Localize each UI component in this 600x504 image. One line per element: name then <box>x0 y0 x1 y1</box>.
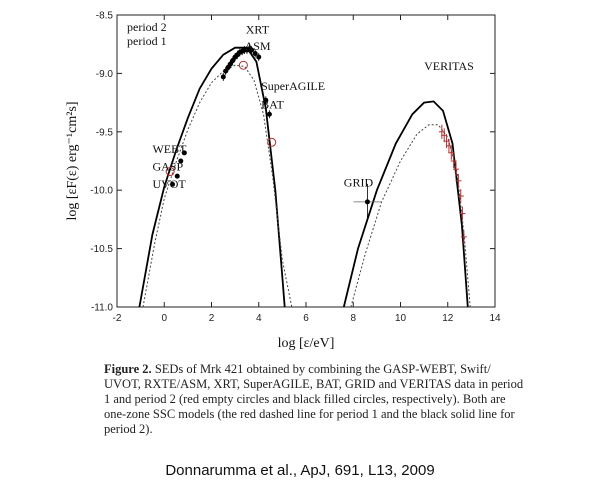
data-point <box>252 51 258 57</box>
annotation-label: VERITAS <box>424 59 474 73</box>
y-tick-label: -9.0 <box>96 69 114 80</box>
x-tick-label: 6 <box>303 313 309 324</box>
y-tick-label: -8.5 <box>96 11 114 22</box>
data-point <box>178 158 184 164</box>
data-point <box>263 97 269 103</box>
data-point <box>227 61 233 67</box>
data-point <box>170 181 176 187</box>
data-point <box>223 68 229 74</box>
y-tick-label: -9.5 <box>96 127 114 138</box>
data-point <box>238 60 248 70</box>
data-point <box>174 173 180 179</box>
annotation-label: XRT <box>246 23 270 37</box>
caption-label: Figure 2. <box>104 362 152 376</box>
y-tick-label: -10.0 <box>90 186 113 197</box>
y-tick-label: -10.5 <box>90 244 113 255</box>
caption-text: SEDs of Mrk 421 obtained by combining th… <box>104 362 524 436</box>
x-tick-label: 4 <box>256 313 262 324</box>
model-curve <box>342 100 469 308</box>
annotation-label: ASM <box>245 39 271 53</box>
legend-entry: period 1 <box>127 34 167 48</box>
figure-caption: Figure 2. SEDs of Mrk 421 obtained by co… <box>104 362 524 437</box>
annotations: XRT ASM SuperAGILE BAT VERITAS WEBT GASP UVOT GR… <box>152 23 473 191</box>
annotation-label: GASP <box>152 159 183 173</box>
y-axis-label: log [εF(ε) erg⁻¹cm²s] <box>65 101 80 220</box>
data-point <box>230 58 236 64</box>
x-tick-label: 8 <box>350 313 356 324</box>
data-point <box>249 47 255 53</box>
data-points <box>165 44 467 244</box>
citation: Donnarumma et al., ApJ, 691, L13, 2009 <box>165 462 435 479</box>
data-point <box>267 137 277 147</box>
x-tick-label: 10 <box>395 313 407 324</box>
annotation-label: SuperAGILE <box>261 79 325 93</box>
data-point <box>364 199 370 205</box>
y-tick-label: -11.0 <box>91 303 113 314</box>
data-point <box>181 150 187 156</box>
x-tick-label: 2 <box>209 313 215 324</box>
annotation-label: UVOT <box>152 177 186 191</box>
data-point <box>266 111 272 117</box>
x-tick-label: 14 <box>489 313 501 324</box>
x-tick-label: 12 <box>442 313 454 324</box>
annotation-label: WEBT <box>152 142 187 156</box>
data-point <box>220 74 226 80</box>
annotation-label: GRID <box>344 176 374 190</box>
tick-group: -2 0 2 4 6 8 10 12 14 -8.5 -9.0 -9.5 -10.0 -10.5 -11.0 <box>90 11 501 325</box>
x-tick-label: -2 <box>113 313 122 324</box>
model-curve <box>138 46 286 308</box>
sed-chart: -2 0 2 4 6 8 10 12 14 -8.5 -9.0 -9.5 -10.0 -10.5 -11.0… <box>65 11 501 352</box>
data-point <box>225 65 231 71</box>
annotation-label: BAT <box>261 97 284 111</box>
data-point <box>256 54 262 60</box>
x-axis-label: log [ε/eV] <box>278 336 335 351</box>
model-curve <box>350 124 471 308</box>
data-point <box>165 167 175 177</box>
x-tick-label: 0 <box>161 313 167 324</box>
legend-entry: period 2 <box>127 20 167 34</box>
